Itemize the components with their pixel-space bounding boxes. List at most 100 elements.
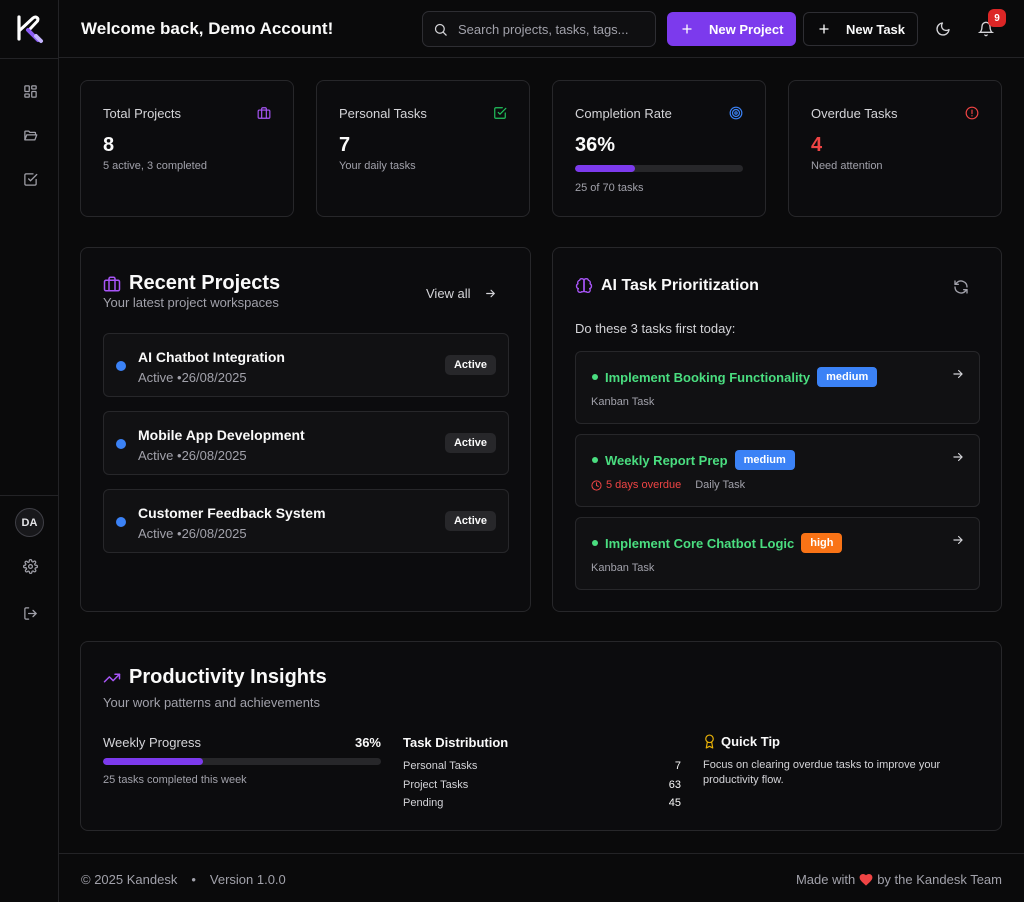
weekly-progress-label: Weekly Progress — [103, 735, 202, 750]
priority-badge: high — [801, 533, 843, 553]
stat-card-personal-tasks: Personal Tasks 7 Your daily tasks — [316, 80, 530, 217]
quick-tip-text: Focus on clearing overdue tasks to impro… — [703, 759, 941, 786]
section-subtitle: Your work patterns and achievements — [103, 695, 321, 710]
search-input[interactable] — [458, 21, 648, 37]
productivity-insights-panel: Productivity Insights Your work patterns… — [80, 641, 1002, 831]
stat-title: Total Projects — [103, 106, 182, 121]
distribution-label: Project Tasks — [403, 778, 469, 791]
project-item[interactable]: Mobile App Development Active •26/08/202… — [103, 411, 509, 475]
plus-icon — [681, 23, 693, 35]
stat-subtitle: 5 active, 3 completed — [103, 160, 207, 172]
clock-icon — [591, 479, 602, 491]
tasks-checkbox-icon[interactable] — [21, 170, 39, 188]
made-with-text: Made with — [795, 872, 856, 887]
avatar[interactable]: DA — [15, 508, 44, 537]
new-project-button[interactable]: New Project — [667, 12, 796, 46]
stat-value: 36% — [575, 134, 616, 156]
new-task-button[interactable]: New Task — [803, 12, 918, 46]
stat-title: Overdue Tasks — [811, 106, 898, 121]
notifications-bell-icon[interactable] — [978, 21, 994, 37]
settings-gear-icon[interactable] — [21, 557, 39, 575]
stat-value: 7 — [339, 134, 351, 156]
weekly-progress-fill — [103, 758, 204, 765]
task-status-dot — [592, 540, 598, 546]
project-meta: Active •26/08/2025 — [138, 448, 247, 463]
version-text: Version 1.0.0 — [209, 872, 286, 887]
weekly-progress-subtitle: 25 tasks completed this week — [103, 774, 247, 786]
priority-task-item[interactable]: Weekly Report Prep medium 5 days overdue… — [575, 434, 980, 507]
arrow-right-icon — [484, 287, 497, 300]
folder-icon[interactable] — [21, 126, 39, 144]
task-distribution-list: Personal Tasks 7 Project Tasks 63 Pendin… — [403, 757, 681, 813]
priority-task-item[interactable]: Implement Booking Functionality medium K… — [575, 351, 980, 424]
distribution-label: Pending — [403, 797, 444, 810]
stat-card-total-projects: Total Projects 8 5 active, 3 completed — [80, 80, 294, 217]
recent-projects-panel: Recent Projects Your latest project work… — [80, 247, 531, 612]
task-name: Implement Booking Functionality — [605, 369, 811, 385]
project-item[interactable]: Customer Feedback System Active •26/08/2… — [103, 489, 509, 553]
search-icon — [433, 22, 448, 37]
ai-prompt-text: Do these 3 tasks first today: — [575, 321, 736, 336]
priority-badge: medium — [734, 450, 795, 470]
task-name: Weekly Report Prep — [605, 452, 728, 468]
distribution-row: Personal Tasks 7 — [403, 757, 681, 776]
stat-value: 4 — [811, 134, 823, 156]
arrow-right-icon[interactable] — [951, 450, 965, 464]
section-title: Recent Projects — [129, 272, 281, 294]
project-meta: Active •26/08/2025 — [138, 526, 247, 541]
new-project-label: New Project — [709, 21, 784, 37]
target-icon — [729, 106, 743, 120]
dark-mode-moon-icon[interactable] — [935, 21, 951, 37]
priority-task-item[interactable]: Implement Core Chatbot Logic high Kanban… — [575, 517, 980, 590]
team-credit-text: by the Kandesk Team — [877, 872, 1002, 887]
distribution-value: 7 — [674, 760, 681, 773]
arrow-right-icon[interactable] — [951, 533, 965, 547]
task-status-dot — [592, 374, 598, 380]
footer-separator: • — [191, 872, 196, 887]
plus-icon — [818, 23, 830, 35]
status-badge: Active — [444, 433, 496, 453]
project-name: Mobile App Development — [138, 427, 305, 443]
logout-icon[interactable] — [21, 604, 39, 622]
weekly-progress-bar — [103, 758, 381, 765]
task-type: Kanban Task — [591, 396, 655, 408]
stat-title: Completion Rate — [575, 106, 672, 121]
distribution-value: 45 — [668, 797, 681, 810]
footer-left: © 2025 Kandesk • Version 1.0.0 — [81, 872, 286, 887]
award-icon — [703, 734, 716, 749]
copyright-text: © 2025 Kandesk — [81, 872, 178, 887]
sidebar: DA — [0, 0, 59, 902]
stat-card-completion-rate: Completion Rate 36% 25 of 70 tasks — [552, 80, 766, 217]
sidebar-divider — [0, 495, 59, 496]
status-badge: Active — [444, 511, 496, 531]
new-task-label: New Task — [846, 21, 906, 37]
search-box[interactable] — [422, 11, 656, 47]
completion-progress-bar — [575, 165, 743, 172]
view-all-link[interactable]: View all — [426, 286, 497, 301]
dashboard-icon[interactable] — [21, 82, 39, 100]
footer-right: Made with by the Kandesk Team — [796, 872, 1002, 887]
project-name: AI Chatbot Integration — [138, 349, 285, 365]
stat-value: 8 — [103, 134, 115, 156]
notification-count-badge: 9 — [988, 9, 1006, 27]
weekly-progress-value: 36% — [354, 735, 381, 750]
completion-progress-fill — [575, 165, 636, 172]
stat-subtitle: 25 of 70 tasks — [575, 182, 644, 194]
task-status-dot — [592, 457, 598, 463]
stat-title: Personal Tasks — [339, 106, 427, 121]
distribution-row: Pending 45 — [403, 794, 681, 813]
project-status-dot — [116, 439, 126, 449]
kandesk-logo-icon[interactable] — [16, 14, 44, 44]
stat-subtitle: Need attention — [811, 160, 883, 172]
task-type: Kanban Task — [591, 562, 655, 574]
overdue-text: 5 days overdue — [606, 479, 682, 491]
arrow-right-icon[interactable] — [951, 367, 965, 381]
project-status-dot — [116, 517, 126, 527]
status-badge: Active — [444, 355, 496, 375]
project-name: Customer Feedback System — [138, 505, 326, 521]
page-title: Welcome back, Demo Account! — [81, 19, 334, 38]
trending-up-icon — [103, 669, 121, 687]
refresh-icon[interactable] — [953, 279, 969, 295]
project-item[interactable]: AI Chatbot Integration Active •26/08/202… — [103, 333, 509, 397]
task-type: Daily Task — [695, 479, 746, 491]
